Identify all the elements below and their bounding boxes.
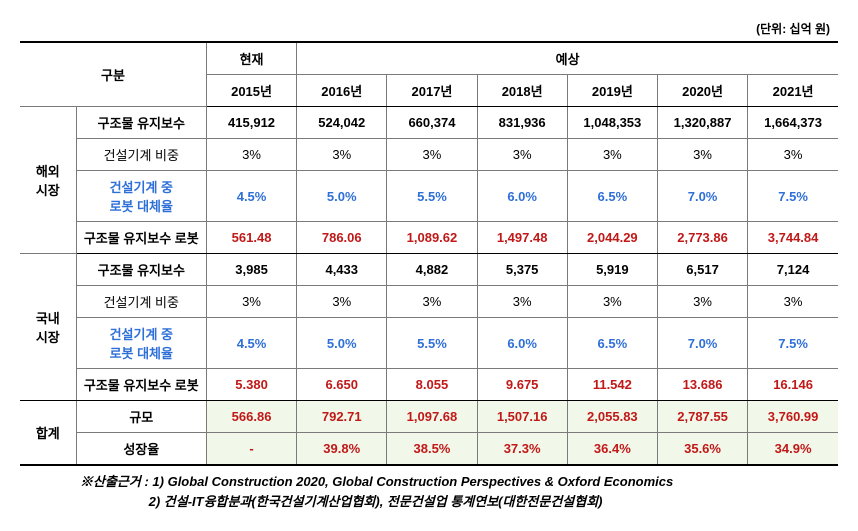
cell: 3,985	[206, 254, 296, 286]
cell: 1,497.48	[477, 222, 567, 254]
cell: 7,124	[748, 254, 838, 286]
cell: 4,882	[387, 254, 477, 286]
cell: 7.0%	[657, 171, 747, 222]
cell: 5.380	[206, 369, 296, 401]
cell: 3%	[387, 139, 477, 171]
cell: 4.5%	[206, 171, 296, 222]
row-label: 건설기계 비중	[76, 139, 206, 171]
cell: 524,042	[297, 107, 387, 139]
cell: 1,507.16	[477, 401, 567, 433]
cell: 3%	[297, 286, 387, 318]
row-label: 건설기계 중로봇 대체율	[76, 318, 206, 369]
cell: 38.5%	[387, 433, 477, 466]
row-label: 구조물 유지보수	[76, 107, 206, 139]
cell: 660,374	[387, 107, 477, 139]
cell: 7.5%	[748, 171, 838, 222]
header-year-4: 2019년	[567, 75, 657, 107]
cell: 6,517	[657, 254, 747, 286]
cell: 3%	[567, 139, 657, 171]
header-year-5: 2020년	[657, 75, 747, 107]
cell: 3%	[657, 286, 747, 318]
cell: 792.71	[297, 401, 387, 433]
section-domestic: 국내시장	[20, 254, 76, 401]
cell: 5.5%	[387, 318, 477, 369]
row-label: 건설기계 중로봇 대체율	[76, 171, 206, 222]
cell: 786.06	[297, 222, 387, 254]
footnote: ※산출근거 : 1) Global Construction 2020, Glo…	[20, 472, 838, 511]
cell: 3%	[477, 139, 567, 171]
cell: 34.9%	[748, 433, 838, 466]
cell: 3%	[748, 286, 838, 318]
cell: 2,044.29	[567, 222, 657, 254]
section-total: 합계	[20, 401, 76, 466]
header-forecast: 예상	[297, 42, 838, 75]
header-year-1: 2016년	[297, 75, 387, 107]
cell: 3%	[206, 286, 296, 318]
cell: 5,375	[477, 254, 567, 286]
cell: 3%	[748, 139, 838, 171]
section-overseas: 해외시장	[20, 107, 76, 254]
cell: 1,097.68	[387, 401, 477, 433]
cell: 3%	[657, 139, 747, 171]
footnote-line1: 1) Global Construction 2020, Global Cons…	[152, 474, 673, 489]
cell: 7.5%	[748, 318, 838, 369]
cell: 9.675	[477, 369, 567, 401]
row-label: 규모	[76, 401, 206, 433]
unit-label: (단위: 십억 원)	[20, 20, 838, 37]
cell: 3%	[387, 286, 477, 318]
cell: 1,320,887	[657, 107, 747, 139]
header-year-6: 2021년	[748, 75, 838, 107]
cell: 561.48	[206, 222, 296, 254]
row-label: 구조물 유지보수	[76, 254, 206, 286]
header-year-0: 2015년	[206, 75, 296, 107]
cell: 35.6%	[657, 433, 747, 466]
header-current: 현재	[206, 42, 296, 75]
row-label: 구조물 유지보수 로봇	[76, 369, 206, 401]
row-label: 구조물 유지보수 로봇	[76, 222, 206, 254]
cell: 1,048,353	[567, 107, 657, 139]
cell: 36.4%	[567, 433, 657, 466]
cell: 5.5%	[387, 171, 477, 222]
cell: 2,773.86	[657, 222, 747, 254]
cell: 39.8%	[297, 433, 387, 466]
footnote-line2: 2) 건설-IT융합분과(한국건설기계산업협회), 전문건설업 통계연보(대한전…	[149, 494, 603, 509]
header-category: 구분	[20, 42, 206, 107]
cell: 3,744.84	[748, 222, 838, 254]
cell: 37.3%	[477, 433, 567, 466]
cell: 6.5%	[567, 318, 657, 369]
row-label: 건설기계 비중	[76, 286, 206, 318]
cell: 3%	[206, 139, 296, 171]
cell: 7.0%	[657, 318, 747, 369]
cell: 5.0%	[297, 318, 387, 369]
cell: 16.146	[748, 369, 838, 401]
cell: 2,787.55	[657, 401, 747, 433]
cell: 4,433	[297, 254, 387, 286]
market-table: 구분 현재 예상 2015년 2016년 2017년 2018년 2019년 2…	[20, 41, 838, 466]
cell: 4.5%	[206, 318, 296, 369]
cell: 6.650	[297, 369, 387, 401]
cell: 3,760.99	[748, 401, 838, 433]
cell: 5.0%	[297, 171, 387, 222]
cell: 3%	[297, 139, 387, 171]
footnote-prefix: ※산출근거 :	[80, 474, 152, 489]
header-year-3: 2018년	[477, 75, 567, 107]
cell: 3%	[567, 286, 657, 318]
cell: 13.686	[657, 369, 747, 401]
cell: 566.86	[206, 401, 296, 433]
cell: 6.0%	[477, 171, 567, 222]
cell: 415,912	[206, 107, 296, 139]
cell: 8.055	[387, 369, 477, 401]
cell: -	[206, 433, 296, 466]
cell: 6.5%	[567, 171, 657, 222]
cell: 1,664,373	[748, 107, 838, 139]
cell: 831,936	[477, 107, 567, 139]
header-year-2: 2017년	[387, 75, 477, 107]
cell: 3%	[477, 286, 567, 318]
row-label: 성장율	[76, 433, 206, 466]
cell: 1,089.62	[387, 222, 477, 254]
cell: 2,055.83	[567, 401, 657, 433]
cell: 6.0%	[477, 318, 567, 369]
cell: 5,919	[567, 254, 657, 286]
cell: 11.542	[567, 369, 657, 401]
